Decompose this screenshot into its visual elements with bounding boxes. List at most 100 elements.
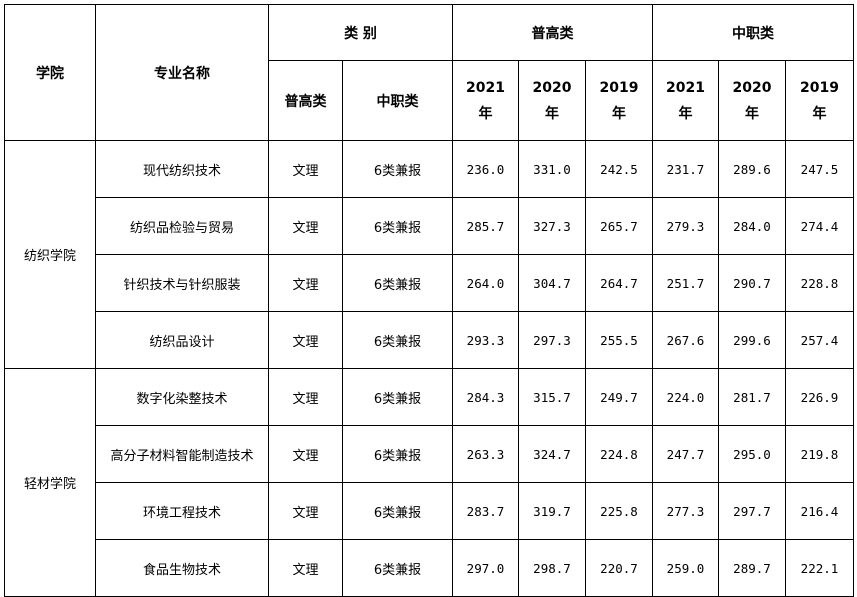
general-category-cell: 文理 bbox=[268, 368, 343, 426]
score-cell: 297.7 bbox=[718, 482, 786, 540]
score-cell: 257.4 bbox=[785, 311, 854, 369]
year-header: 2021 年 bbox=[652, 60, 719, 141]
score-cell: 263.3 bbox=[452, 425, 519, 483]
table-row: 轻材学院 数字化染整技术 文理 6类兼报 284.3 315.7 249.7 224.0 281… bbox=[4, 368, 854, 597]
score-cell: 327.3 bbox=[518, 197, 586, 255]
score-cell: 315.7 bbox=[518, 368, 586, 426]
year-value: 2021 bbox=[666, 79, 705, 96]
score-cell: 224.8 bbox=[585, 425, 653, 483]
score-cell: 242.5 bbox=[585, 140, 653, 198]
year-unit: 年 bbox=[545, 105, 559, 122]
vocational-category-cell: 6类兼报 bbox=[342, 482, 453, 540]
vocational-category-cell: 6类兼报 bbox=[342, 425, 453, 483]
general-group-header: 普高类 bbox=[452, 4, 653, 61]
vocational-group-header: 中职类 bbox=[652, 4, 854, 61]
table-row: 高分子材料智能制造技术 文理 6类兼报 263.3 324.7 224.8 247.7 295… bbox=[5, 425, 854, 483]
table-row: 纺织品设计 文理 6类兼报 293.3 297.3 255.5 267.6 299.6 257.… bbox=[5, 311, 854, 369]
score-cell: 231.7 bbox=[652, 140, 719, 198]
score-cell: 225.8 bbox=[585, 482, 653, 540]
major-cell: 纺织品设计 bbox=[95, 311, 269, 369]
score-cell: 264.7 bbox=[585, 254, 653, 312]
category-header: 类 别 bbox=[268, 4, 453, 61]
score-cell: 298.7 bbox=[518, 539, 586, 597]
score-cell: 220.7 bbox=[585, 539, 653, 597]
major-cell: 环境工程技术 bbox=[95, 482, 269, 540]
college-header: 学院 bbox=[4, 4, 96, 141]
year-unit: 年 bbox=[812, 105, 827, 122]
score-cell: 247.5 bbox=[785, 140, 854, 198]
table-row: 环境工程技术 文理 6类兼报 283.7 319.7 225.8 277.3 297.7 216… bbox=[5, 482, 854, 540]
year-header: 2019 年 bbox=[785, 60, 854, 141]
major-cell: 针织技术与针织服装 bbox=[95, 254, 269, 312]
score-cell: 297.3 bbox=[518, 311, 586, 369]
score-cell: 297.0 bbox=[452, 539, 519, 597]
year-unit: 年 bbox=[478, 105, 493, 122]
table-row: 纺织学院 现代纺织技术 文理 6类兼报 236.0 331.0 242.5 231.7 289.… bbox=[4, 140, 854, 369]
category-general-header: 普高类 bbox=[268, 60, 343, 141]
year-unit: 年 bbox=[678, 105, 693, 122]
score-cell: 259.0 bbox=[652, 539, 719, 597]
table-row: 纺织品检验与贸易 文理 6类兼报 285.7 327.3 265.7 279.3 284.0 2… bbox=[5, 197, 854, 255]
score-cell: 226.9 bbox=[785, 368, 854, 426]
score-cell: 331.0 bbox=[518, 140, 586, 198]
score-cell: 224.0 bbox=[652, 368, 719, 426]
score-cell: 264.0 bbox=[452, 254, 519, 312]
score-cell: 267.6 bbox=[652, 311, 719, 369]
year-header: 2020 年 bbox=[718, 60, 786, 141]
table-row: 食品生物技术 文理 6类兼报 297.0 298.7 220.7 259.0 289.7 222… bbox=[5, 539, 854, 597]
major-cell: 纺织品检验与贸易 bbox=[95, 197, 269, 255]
score-cell: 277.3 bbox=[652, 482, 719, 540]
year-value: 2021 bbox=[466, 79, 505, 96]
score-cell: 274.4 bbox=[785, 197, 854, 255]
score-cell: 324.7 bbox=[518, 425, 586, 483]
year-unit: 年 bbox=[745, 105, 759, 122]
major-cell: 数字化染整技术 bbox=[95, 368, 269, 426]
vocational-category-cell: 6类兼报 bbox=[342, 368, 453, 426]
year-value: 2019 bbox=[599, 79, 639, 96]
score-cell: 295.0 bbox=[718, 425, 786, 483]
score-cell: 251.7 bbox=[652, 254, 719, 312]
year-value: 2020 bbox=[732, 79, 772, 96]
vocational-category-cell: 6类兼报 bbox=[342, 311, 453, 369]
score-cell: 279.3 bbox=[652, 197, 719, 255]
major-cell: 食品生物技术 bbox=[95, 539, 269, 597]
score-cell: 293.3 bbox=[452, 311, 519, 369]
score-cell: 216.4 bbox=[785, 482, 854, 540]
score-cell: 289.6 bbox=[718, 140, 786, 198]
score-cell: 289.7 bbox=[718, 539, 786, 597]
score-cell: 236.0 bbox=[452, 140, 519, 198]
score-cell: 283.7 bbox=[452, 482, 519, 540]
vocational-category-cell: 6类兼报 bbox=[342, 140, 453, 198]
score-cell: 249.7 bbox=[585, 368, 653, 426]
college-cell: 轻材学院 bbox=[4, 368, 96, 597]
vocational-category-cell: 6类兼报 bbox=[342, 254, 453, 312]
general-category-cell: 文理 bbox=[268, 539, 343, 597]
year-header: 2020 年 bbox=[518, 60, 586, 141]
general-category-cell: 文理 bbox=[268, 254, 343, 312]
general-category-cell: 文理 bbox=[268, 425, 343, 483]
major-header: 专业名称 bbox=[95, 4, 269, 141]
general-category-cell: 文理 bbox=[268, 197, 343, 255]
general-category-cell: 文理 bbox=[268, 140, 343, 198]
score-cell: 285.7 bbox=[452, 197, 519, 255]
score-cell: 284.0 bbox=[718, 197, 786, 255]
vocational-category-cell: 6类兼报 bbox=[342, 197, 453, 255]
score-cell: 284.3 bbox=[452, 368, 519, 426]
score-cell: 219.8 bbox=[785, 425, 854, 483]
year-header: 2019 年 bbox=[585, 60, 653, 141]
general-category-cell: 文理 bbox=[268, 311, 343, 369]
category-vocational-header: 中职类 bbox=[342, 60, 453, 141]
year-value: 2020 bbox=[532, 79, 572, 96]
college-cell: 纺织学院 bbox=[4, 140, 96, 369]
score-cell: 281.7 bbox=[718, 368, 786, 426]
score-cell: 304.7 bbox=[518, 254, 586, 312]
vocational-category-cell: 6类兼报 bbox=[342, 539, 453, 597]
score-cell: 265.7 bbox=[585, 197, 653, 255]
major-cell: 现代纺织技术 bbox=[95, 140, 269, 198]
score-cell: 319.7 bbox=[518, 482, 586, 540]
score-cell: 255.5 bbox=[585, 311, 653, 369]
score-cell: 222.1 bbox=[785, 539, 854, 597]
table-row: 针织技术与针织服装 文理 6类兼报 264.0 304.7 264.7 251.7 290.7… bbox=[5, 254, 854, 312]
year-header: 2021 年 bbox=[452, 60, 519, 141]
admission-score-table: 学院 专业名称 类 别 普高类 中职类 普高类 中职类 2021 年 2020 年 20… bbox=[4, 4, 854, 597]
